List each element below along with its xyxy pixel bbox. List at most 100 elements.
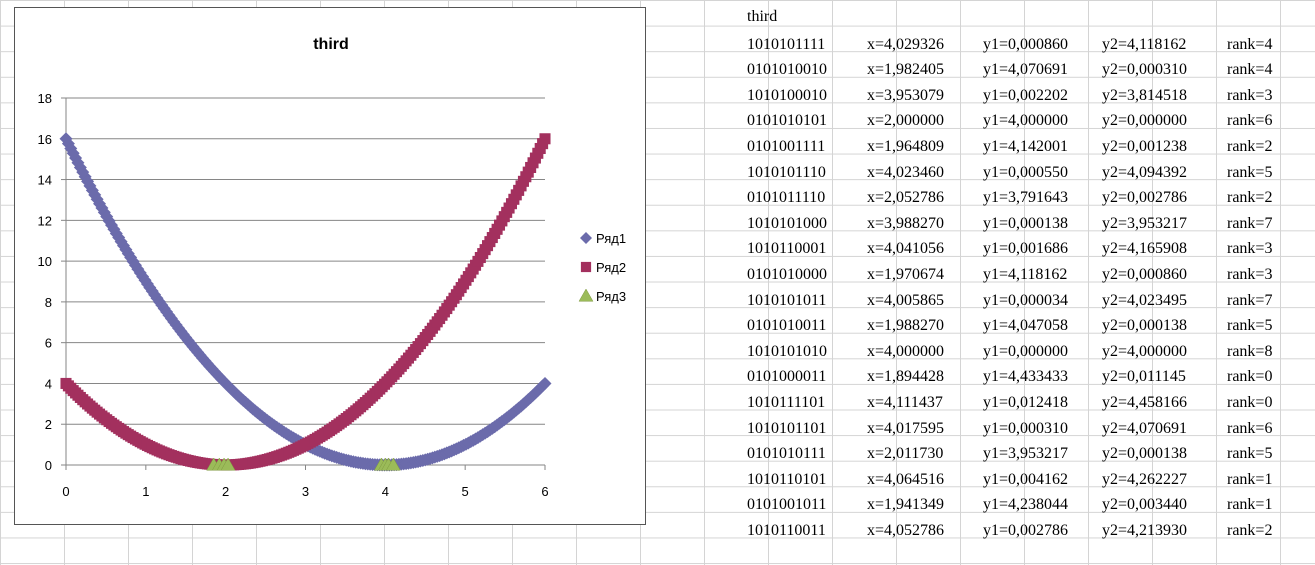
cell-y1[interactable]: y1=3,953217 [983, 445, 1069, 463]
legend-item[interactable]: Ряд1 [580, 231, 626, 246]
cell-y2[interactable]: y2=4,094392 [1102, 163, 1188, 181]
cell-code[interactable]: 0101001011 [747, 496, 827, 514]
cell-y1[interactable]: y1=0,001686 [983, 240, 1069, 258]
cell-x[interactable]: x=4,017595 [867, 419, 945, 437]
cell-y1[interactable]: y1=4,047058 [983, 317, 1069, 335]
cell-code[interactable]: 0101001111 [747, 138, 826, 155]
cell-y1[interactable]: y1=0,000860 [983, 35, 1069, 53]
cell-rank[interactable]: rank=8 [1227, 342, 1273, 360]
cell-rank[interactable]: rank=5 [1227, 163, 1273, 181]
cell-x[interactable]: x=4,029326 [867, 35, 945, 53]
cell-y2[interactable]: y2=4,070691 [1102, 419, 1188, 437]
cell-rank[interactable]: rank=3 [1227, 86, 1273, 104]
cell-rank[interactable]: rank=3 [1227, 240, 1273, 258]
cell-y1[interactable]: y1=4,142001 [983, 138, 1069, 155]
cell-code[interactable]: 1010101110 [747, 163, 826, 181]
cell-y2[interactable]: y2=0,000138 [1102, 445, 1188, 463]
cell-rank[interactable]: rank=1 [1227, 496, 1273, 514]
cell-x[interactable]: x=4,041056 [867, 240, 945, 258]
cell-code[interactable]: 0101000011 [747, 368, 827, 386]
cell-y2[interactable]: y2=0,000138 [1102, 317, 1188, 335]
cell-code[interactable]: 0101010011 [747, 317, 827, 335]
cell-y2[interactable]: y2=0,000310 [1102, 61, 1188, 79]
cell-rank[interactable]: rank=5 [1227, 445, 1273, 463]
cell-x[interactable]: x=2,011730 [867, 445, 944, 463]
cell-y2[interactable]: y2=0,011145 [1102, 368, 1186, 386]
cell-code[interactable]: 1010101010 [747, 342, 827, 360]
cell-x[interactable]: x=2,000000 [867, 112, 945, 130]
cell-y1[interactable]: y1=0,002202 [983, 86, 1069, 104]
cell-y2[interactable]: y2=4,023495 [1102, 291, 1188, 309]
legend[interactable]: Ряд1 Ряд2 Ряд3 [578, 231, 626, 304]
cell-x[interactable]: x=3,953079 [867, 86, 945, 104]
cell-y1[interactable]: y1=0,000000 [983, 342, 1069, 360]
cell-rank[interactable]: rank=5 [1227, 317, 1273, 335]
cell-rank[interactable]: rank=0 [1227, 394, 1273, 411]
cell-x[interactable]: x=4,052786 [867, 522, 945, 539]
cell-code[interactable]: 1010110011 [747, 522, 826, 539]
cell-y2[interactable]: y2=0,000860 [1102, 266, 1188, 283]
cell-code[interactable]: 0101010111 [747, 445, 826, 463]
cell-x[interactable]: x=1,970674 [867, 266, 945, 283]
cell-y2[interactable]: y2=4,165908 [1102, 240, 1188, 258]
cell-x[interactable]: x=4,064516 [867, 470, 945, 488]
cell-x[interactable]: x=4,111437 [867, 394, 943, 411]
cell-y2[interactable]: y2=0,002786 [1102, 189, 1188, 207]
cell-y1[interactable]: y1=4,118162 [983, 266, 1068, 283]
cell-y2[interactable]: y2=4,213930 [1102, 522, 1188, 539]
cell-rank[interactable]: rank=1 [1227, 470, 1273, 488]
cell-y2[interactable]: y2=4,118162 [1102, 35, 1187, 53]
cell-y1[interactable]: y1=4,070691 [983, 61, 1069, 79]
cell-rank[interactable]: rank=2 [1227, 189, 1273, 207]
cell-rank[interactable]: rank=0 [1227, 368, 1273, 386]
cell-x[interactable]: x=1,894428 [867, 368, 945, 386]
cell-x[interactable]: x=2,052786 [867, 189, 945, 207]
cell-code[interactable]: 0101010000 [747, 266, 827, 283]
cell-x[interactable]: x=4,000000 [867, 342, 945, 360]
cell-x[interactable]: x=4,005865 [867, 291, 945, 309]
cell-code[interactable]: 1010101011 [747, 291, 827, 309]
cell-x[interactable]: x=4,023460 [867, 163, 945, 181]
legend-item[interactable]: Ряд2 [580, 260, 626, 275]
cell-rank[interactable]: rank=2 [1227, 522, 1273, 539]
cell-y1[interactable]: y1=0,000138 [983, 214, 1069, 232]
cell-rank[interactable]: rank=6 [1227, 112, 1273, 130]
cell-y1[interactable]: y1=0,012418 [983, 394, 1069, 411]
cell-x[interactable]: x=1,982405 [867, 61, 945, 79]
cell-y2[interactable]: y2=4,262227 [1102, 470, 1188, 488]
cell-code[interactable]: 1010100010 [747, 86, 827, 104]
cell-x[interactable]: x=1,988270 [867, 317, 945, 335]
cell-x[interactable]: x=1,964809 [867, 138, 945, 155]
cell-rank[interactable]: rank=7 [1227, 291, 1273, 309]
cell-code[interactable]: 1010101111 [747, 35, 826, 53]
cell-code[interactable]: 1010101101 [747, 419, 827, 437]
cell-rank[interactable]: rank=7 [1227, 214, 1273, 232]
cell-rank[interactable]: rank=4 [1227, 61, 1273, 79]
cell-code[interactable]: 0101010010 [747, 61, 827, 79]
cell-y2[interactable]: y2=4,458166 [1102, 394, 1188, 411]
cell-code[interactable]: 1010110101 [747, 470, 827, 488]
cell-code[interactable]: 1010110001 [747, 240, 827, 258]
cell-y1[interactable]: y1=0,000550 [983, 163, 1069, 181]
cell-code[interactable]: 0101010101 [747, 112, 827, 130]
cell-code[interactable]: 1010101000 [747, 214, 827, 232]
cell-y2[interactable]: y2=0,001238 [1102, 138, 1188, 155]
cell-y1[interactable]: y1=0,002786 [983, 522, 1069, 539]
sheet-title[interactable]: third [747, 8, 778, 25]
cell-code[interactable]: 0101011110 [747, 189, 826, 207]
cell-code[interactable]: 1010111101 [747, 394, 826, 411]
cell-y1[interactable]: y1=3,791643 [983, 189, 1069, 207]
cell-y2[interactable]: y2=0,000000 [1102, 112, 1188, 130]
cell-y1[interactable]: y1=0,004162 [983, 470, 1069, 488]
cell-x[interactable]: x=3,988270 [867, 214, 945, 232]
cell-rank[interactable]: rank=2 [1227, 138, 1273, 155]
cell-rank[interactable]: rank=3 [1227, 266, 1273, 283]
cell-y2[interactable]: y2=3,814518 [1102, 86, 1188, 104]
cell-y2[interactable]: y2=4,000000 [1102, 342, 1188, 360]
cell-y2[interactable]: y2=3,953217 [1102, 214, 1188, 232]
cell-y1[interactable]: y1=4,238044 [983, 496, 1069, 514]
cell-rank[interactable]: rank=4 [1227, 35, 1273, 53]
cell-y2[interactable]: y2=0,003440 [1102, 496, 1188, 514]
cell-y1[interactable]: y1=4,000000 [983, 112, 1069, 130]
